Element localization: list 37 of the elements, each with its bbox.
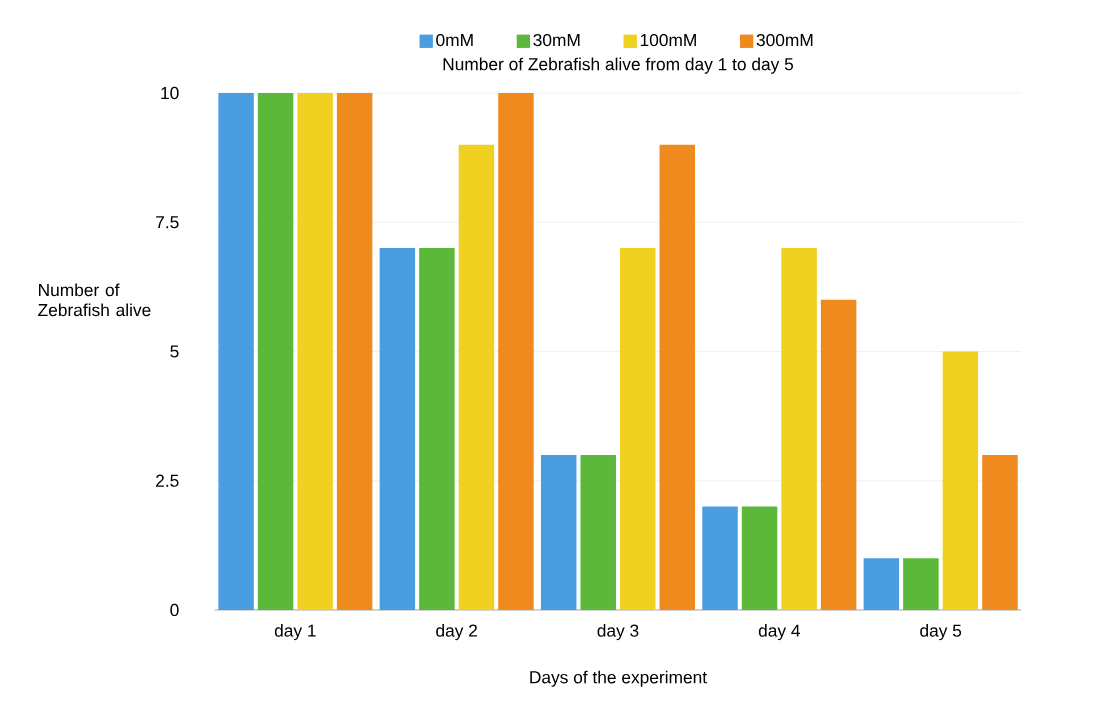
y-tick-label: 5 xyxy=(170,345,179,358)
bar xyxy=(379,248,416,610)
chart-title: Number of Zebrafish alive from day 1 to day 5 xyxy=(443,57,794,74)
y-axis-title: Number of Zebrafish alive xyxy=(38,283,151,317)
bar xyxy=(659,144,696,610)
bar xyxy=(458,144,495,610)
x-tick-label: day 3 xyxy=(597,624,639,641)
bar xyxy=(218,92,254,610)
bar xyxy=(419,248,455,610)
bar xyxy=(863,558,900,610)
legend-label: 300mM xyxy=(756,33,813,47)
y-tick-label: 0 xyxy=(170,603,179,617)
bar xyxy=(982,454,1018,610)
y-tick-label: 2.5 xyxy=(156,474,179,487)
legend-label: 100mM xyxy=(640,33,696,47)
bar xyxy=(540,454,577,610)
bar xyxy=(820,299,857,610)
legend-label: 30mM xyxy=(533,33,580,47)
x-axis-title: Days of the experiment xyxy=(530,670,707,687)
y-tick-label: 7.5 xyxy=(156,216,179,229)
x-tick-label: day 2 xyxy=(436,624,477,641)
x-tick-label: day 4 xyxy=(758,624,801,641)
bar xyxy=(580,454,616,610)
x-tick-label: day 5 xyxy=(920,624,962,641)
bar xyxy=(620,248,656,610)
legend-label: 0mM xyxy=(436,33,473,47)
y-tick-label: 10 xyxy=(161,86,179,100)
bar xyxy=(297,92,333,610)
bar xyxy=(702,506,738,610)
bar xyxy=(781,248,817,610)
bar xyxy=(942,351,979,610)
bar xyxy=(336,92,373,610)
bar xyxy=(498,92,534,610)
bar xyxy=(903,558,939,610)
x-tick-label: day 1 xyxy=(274,624,316,641)
bar xyxy=(741,506,778,610)
bar xyxy=(257,92,294,610)
